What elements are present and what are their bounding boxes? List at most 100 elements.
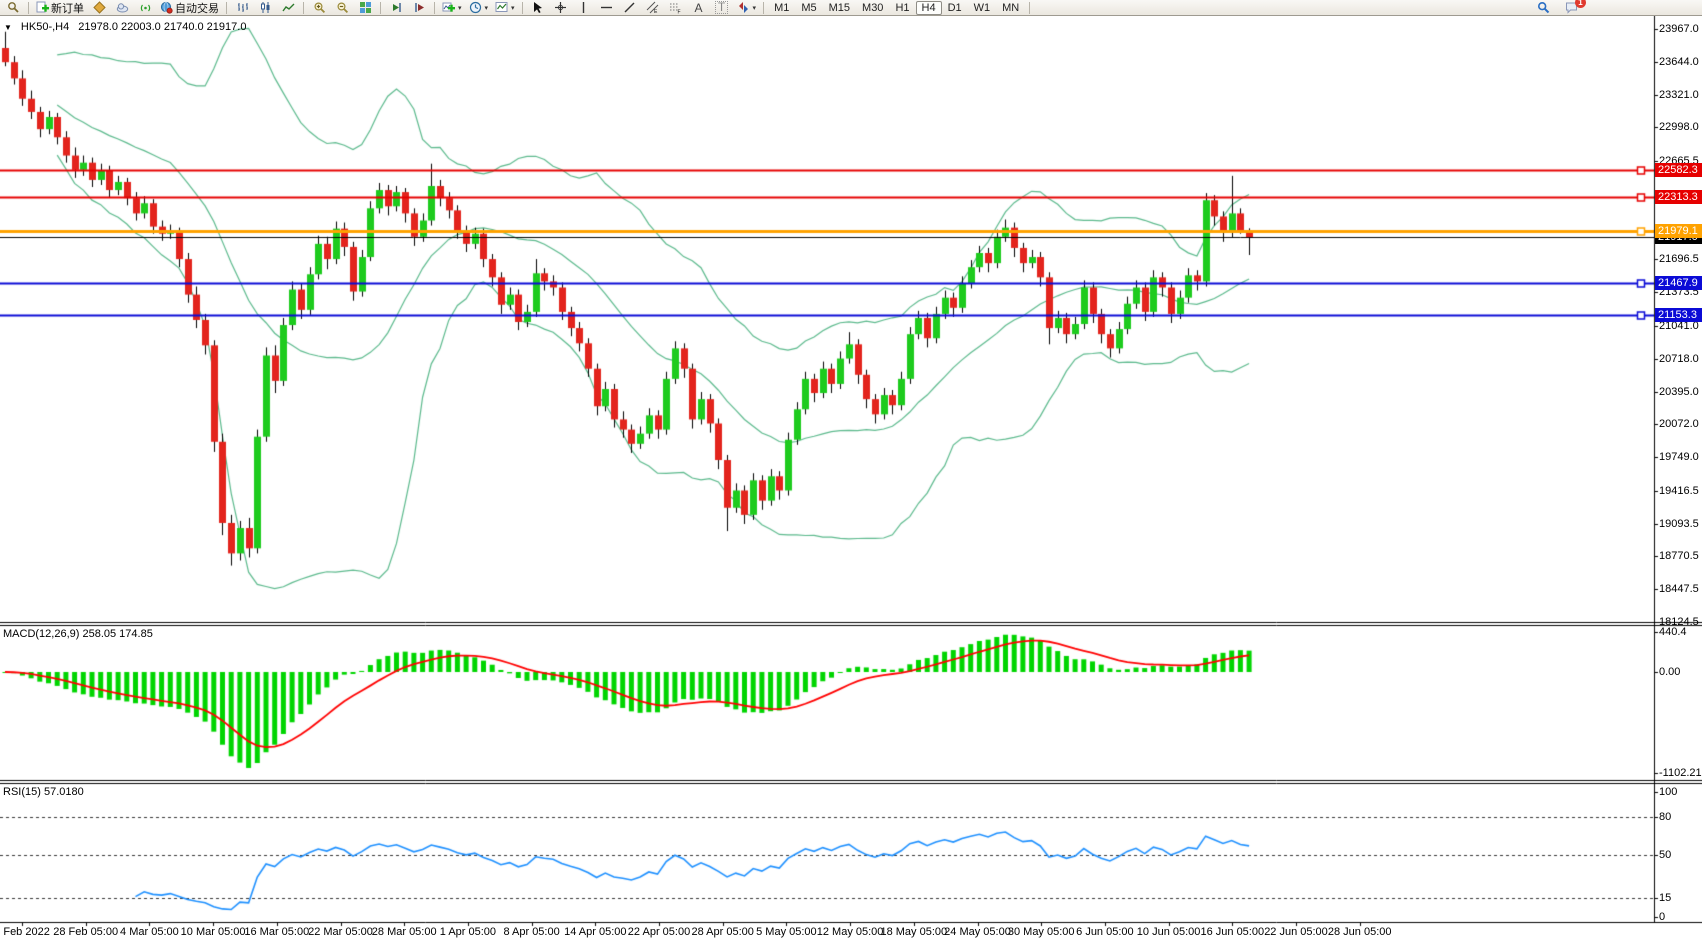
data-window-button[interactable] [385,0,407,16]
tile-windows-button[interactable] [354,0,376,16]
cloud-icon [116,3,128,13]
label-tool-label: T [714,1,729,14]
toolbar-separator [226,1,227,14]
periods-button[interactable]: ▾ [466,0,492,16]
toolbar-separator [434,1,435,14]
time-axis-label: 28 Jun 05:00 [1327,926,1392,938]
time-axis-label: 28 Feb 05:00 [53,926,119,938]
text-tool-button[interactable]: A [688,0,710,16]
toolbar-separator [303,1,304,14]
horizontal-line-icon [601,6,613,9]
toolbar-right-group: 1 [1532,0,1586,16]
tile-windows-icon [359,2,371,13]
price-level-badge[interactable]: 21153.3 [1655,307,1702,322]
axis-tick-label: 21041.0 [1659,319,1699,332]
timeframe-w1-button[interactable]: W1 [973,1,991,14]
time-axis-label: 1 Apr 05:00 [439,926,497,938]
time-axis-label: 14 Apr 05:00 [564,926,627,938]
cloud-button[interactable] [111,0,133,16]
time-axis-label: 10 Jun 05:00 [1136,926,1201,938]
time-axis-label: 22 Jun 05:00 [1264,926,1328,938]
axis-tick-label: 18447.5 [1659,583,1699,596]
time-axis-label: 16 Jun 05:00 [1200,926,1265,938]
line-chart-icon [281,3,294,12]
crosshair-tool-button[interactable] [550,0,572,16]
axis-tick-label: 19093.5 [1659,517,1699,530]
market-watch-button[interactable] [88,0,110,16]
line-chart-mode-button[interactable] [277,0,299,16]
notification-badge: 1 [1575,0,1586,8]
magnifier-icon [7,2,19,13]
vertical-line-icon [582,2,585,13]
axis-tick-label: 15 [1659,892,1672,905]
time-axis-label: 22 Mar 05:00 [308,926,373,938]
timeframe-m15-button[interactable]: M15 [828,1,851,14]
text-label-tool-button[interactable]: T [711,0,733,16]
zoom-out-button[interactable] [331,0,353,16]
timeframe-h1-button[interactable]: H1 [895,1,910,14]
fibonacci-tool-button[interactable]: F [665,0,687,16]
step-marker-icon [414,3,424,12]
template-chart-icon [495,2,508,12]
price-level-badge[interactable]: 22582.3 [1655,162,1702,177]
find-symbol-button[interactable] [2,0,24,16]
axis-tick-label: 18770.5 [1659,550,1699,563]
step-forward-icon [392,3,401,12]
timeframe-m5-button[interactable]: M5 [801,1,817,14]
time-axis-label: 2 Feb 2022 [0,926,50,938]
time-axis-label: 22 Apr 05:00 [627,926,691,938]
bar-chart-icon [237,3,248,12]
signals-button[interactable] [134,0,156,16]
add-indicator-button[interactable]: ▾ [439,0,465,16]
cursor-tool-button[interactable] [527,0,549,16]
channel-lines-icon: E [646,1,659,14]
toolbar-separator [763,1,765,14]
trendline-tool-button[interactable] [619,0,641,16]
notifications-button[interactable]: 1 [1560,0,1586,16]
bar-chart-mode-button[interactable] [231,0,253,16]
price-level-badge[interactable]: 21979.1 [1655,223,1702,238]
clock-icon [469,1,481,14]
search-button[interactable] [1532,0,1554,16]
main-toolbar: 新订单 自动交易 [0,0,1702,16]
arrows-tool-button[interactable]: ▾ [734,0,760,16]
axis-tick-label: 80 [1659,811,1672,823]
timeframe-mn-button[interactable]: MN [1002,1,1020,14]
equidistant-channel-tool-button[interactable]: E [642,0,664,16]
axis-tick-label: -1102.21 [1659,766,1702,779]
templates-button[interactable]: ▾ [492,0,518,16]
axis-tick-label: 23967.0 [1659,23,1699,35]
timeframe-d1-button[interactable]: D1 [947,1,962,14]
toolbar-separator [521,1,523,14]
zoom-in-icon [313,2,325,14]
add-indicator-icon [442,2,455,12]
time-axis-label: 18 May 05:00 [880,926,948,938]
ohlc-readout: 21978.0 22003.0 21740.0 21917.0 [78,21,247,33]
price-level-badge[interactable]: 22313.3 [1655,189,1702,204]
collapse-triangle-icon[interactable]: ▼ [4,22,12,32]
navigator-button[interactable] [408,0,430,16]
svg-text:E: E [654,9,658,14]
axis-tick-label: 18124.5 [1659,615,1699,628]
axis-tick-label: 23644.0 [1659,55,1699,68]
timeframe-h4-button[interactable]: H4 [915,0,942,15]
horizontal-line-tool-button[interactable] [596,0,618,16]
time-axis-label: 10 Mar 05:00 [180,926,246,938]
axis-tick-label: 0.00 [1659,666,1681,678]
time-axis-label: 30 May 05:00 [1007,926,1075,938]
timeframe-m1-button[interactable]: M1 [774,1,790,14]
axis-tick-label: 23321.0 [1659,88,1699,101]
candlestick-chart-icon [260,2,269,13]
new-order-button[interactable]: 新订单 [33,0,87,16]
candle-chart-mode-button[interactable] [254,0,276,16]
autotrade-button[interactable]: 自动交易 [157,0,222,16]
dropdown-caret-icon: ▾ [458,4,462,12]
time-axis-label: 12 May 05:00 [816,926,884,938]
toolbar-separator [28,1,29,14]
timeframe-m30-button[interactable]: M30 [862,1,884,14]
zoom-in-button[interactable] [308,0,330,16]
price-chart-canvas[interactable] [0,16,1702,943]
price-level-badge[interactable]: 21467.9 [1655,275,1702,290]
vertical-line-tool-button[interactable] [573,0,595,16]
